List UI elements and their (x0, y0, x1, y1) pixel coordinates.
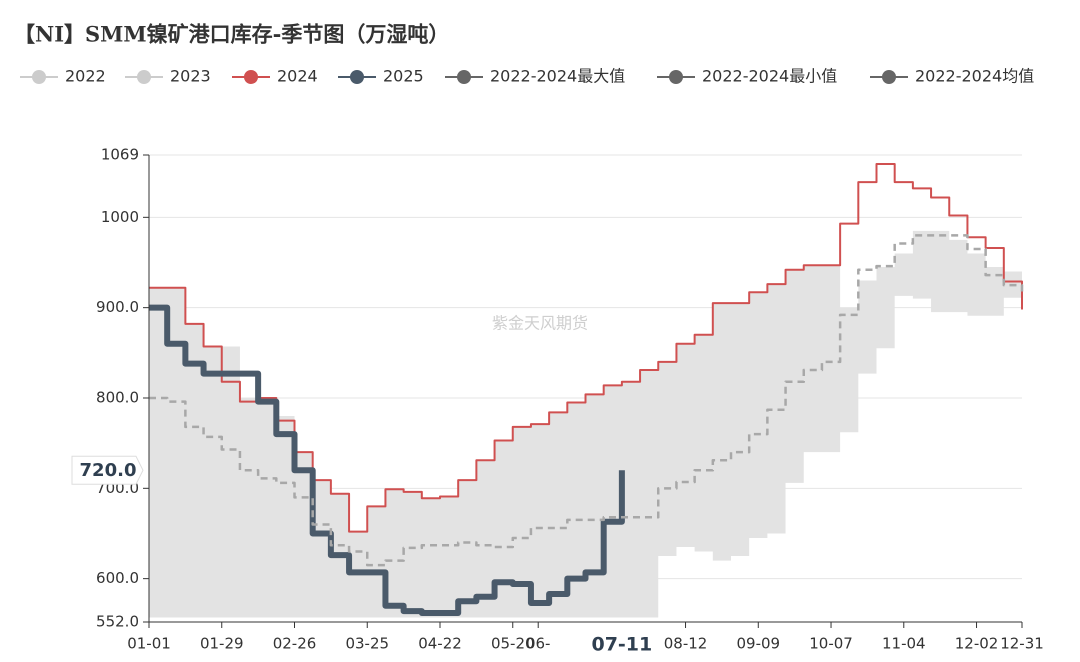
legend-marker (457, 70, 471, 84)
legend-marker (244, 70, 258, 84)
x-tick-label: 09-09 (736, 635, 780, 653)
x-tick-label: 05-20 (491, 635, 535, 653)
legend-label: 2024 (277, 67, 318, 86)
y-tick-label: 900.0 (96, 298, 139, 316)
x-tick-label: 01-01 (127, 635, 171, 653)
y-tick-label: 552.0 (96, 613, 139, 631)
series-line (149, 163, 1023, 533)
y-tick-label: 1069 (101, 146, 139, 164)
x-tick-label: 11-04 (882, 635, 926, 653)
legend-label: 2022-2024最大值 (490, 67, 625, 86)
x-tick-label: 10-07 (809, 635, 853, 653)
pointer-y-box (71, 455, 144, 485)
x-tick-label: 08-12 (664, 635, 708, 653)
series-line (149, 304, 625, 616)
legend-marker (137, 70, 151, 84)
x-tick-label: 06- (526, 635, 551, 653)
y-tick-label: 600.0 (96, 569, 139, 587)
legend-marker (882, 70, 896, 84)
pointer-y-label: 720.0 (80, 460, 137, 481)
x-tick-label: 12-31 (1000, 635, 1044, 653)
chart-title: 【NI】SMM镍矿港口库存-季节图（万湿吨） (14, 22, 449, 47)
legend-marker (32, 70, 46, 84)
x-tick-label: 01-29 (200, 635, 244, 653)
x-tick-label: 04-22 (418, 635, 462, 653)
series-line (149, 234, 1024, 567)
range-band (149, 230, 1022, 618)
watermark: 紫金天风期货 (492, 314, 588, 333)
legend-label: 2022 (65, 67, 106, 86)
pointer-x-bg (587, 630, 656, 658)
y-tick-label: 1000 (101, 208, 139, 226)
x-tick-label: 02-26 (273, 635, 317, 653)
legend-label: 2022-2024最小值 (702, 67, 837, 86)
x-tick-label: 12-02 (955, 635, 999, 653)
legend-marker (350, 70, 364, 84)
legend-label: 2022-2024均值 (915, 67, 1034, 86)
legend-marker (669, 70, 683, 84)
legend-label: 2023 (170, 67, 211, 86)
pointer-x-label: 07-11 (591, 634, 652, 656)
y-tick-label: 800.0 (96, 388, 139, 406)
legend-label: 2025 (383, 67, 424, 86)
x-tick-label: 03-25 (345, 635, 389, 653)
